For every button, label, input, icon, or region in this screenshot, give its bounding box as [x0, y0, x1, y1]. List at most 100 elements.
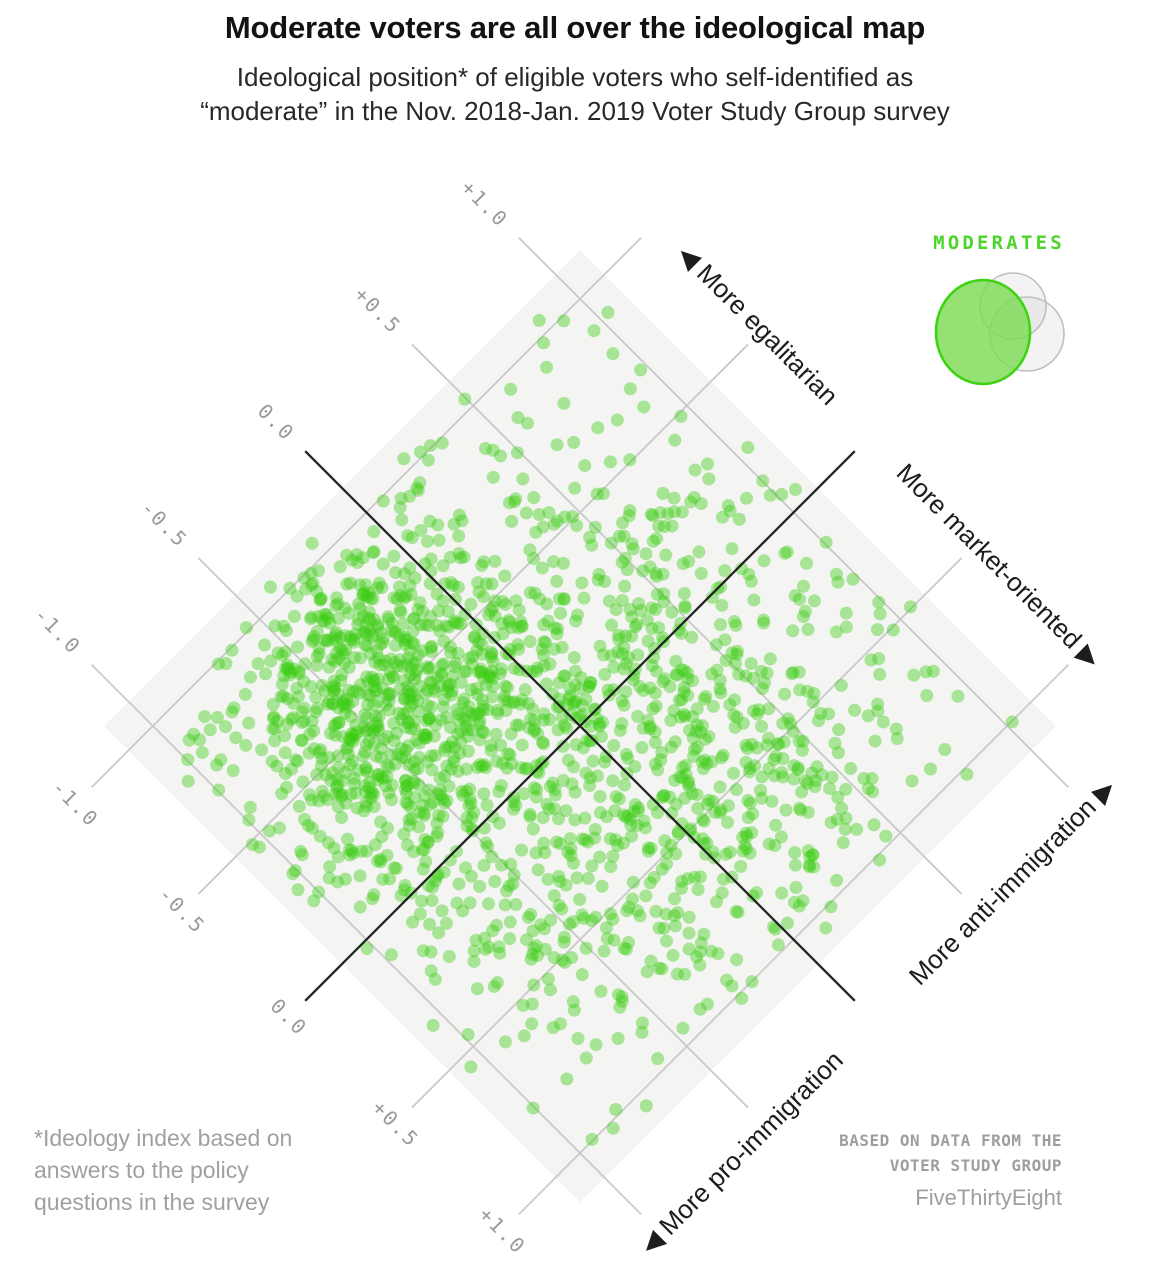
dot — [439, 619, 453, 633]
dot — [362, 605, 376, 619]
dot — [526, 702, 540, 716]
dot — [421, 683, 435, 697]
dot — [432, 808, 446, 822]
dot — [765, 794, 779, 808]
dot — [727, 708, 741, 722]
dot — [397, 692, 411, 706]
dot — [750, 741, 764, 755]
dot — [745, 975, 759, 989]
dot — [430, 829, 444, 843]
dot — [488, 609, 502, 623]
dot — [225, 643, 239, 657]
dot — [772, 737, 786, 751]
dot — [668, 773, 682, 787]
dot — [537, 713, 551, 727]
dot — [738, 838, 752, 852]
dot — [382, 703, 396, 717]
dot — [361, 675, 375, 689]
dot — [658, 672, 672, 686]
dot — [397, 617, 411, 631]
dot — [323, 616, 337, 630]
dot — [795, 743, 809, 757]
dot — [371, 694, 385, 708]
dot — [502, 615, 516, 629]
dot — [633, 909, 647, 923]
dot — [195, 746, 209, 760]
dot — [609, 833, 623, 847]
dot — [615, 555, 629, 569]
dot — [415, 843, 429, 857]
dot — [560, 1072, 574, 1086]
dot — [780, 545, 794, 559]
dot — [621, 751, 635, 765]
dot — [615, 647, 629, 661]
dot — [340, 577, 354, 591]
dot — [497, 693, 511, 707]
dot — [372, 672, 386, 686]
dot — [291, 640, 305, 654]
dot — [809, 774, 823, 788]
dot — [395, 513, 409, 527]
dot — [581, 835, 595, 849]
dot — [503, 932, 517, 946]
dot — [872, 595, 886, 609]
dot — [527, 724, 541, 738]
dot — [446, 669, 460, 683]
dot — [795, 785, 809, 799]
dot — [385, 778, 399, 792]
dot — [343, 630, 357, 644]
dot — [408, 672, 422, 686]
dot — [371, 773, 385, 787]
dot — [603, 832, 617, 846]
dot — [334, 790, 348, 804]
dot — [401, 838, 415, 852]
dot — [440, 759, 454, 773]
dot — [676, 557, 690, 571]
dot — [410, 663, 424, 677]
dot — [432, 533, 446, 547]
dot — [668, 735, 682, 749]
dot — [665, 806, 679, 820]
dot — [828, 736, 842, 750]
dot — [839, 620, 853, 634]
dot — [393, 653, 407, 667]
dot — [484, 645, 498, 659]
dot — [393, 603, 407, 617]
dot — [779, 803, 793, 817]
dot — [527, 941, 541, 955]
dot — [694, 497, 708, 511]
dot — [512, 603, 526, 617]
dot — [682, 910, 696, 924]
dot — [239, 738, 253, 752]
dot — [436, 559, 450, 573]
dot — [401, 739, 415, 753]
dot — [367, 680, 381, 694]
dot — [279, 661, 293, 675]
dot — [597, 944, 611, 958]
dot — [457, 711, 471, 725]
dot — [359, 738, 373, 752]
dot — [399, 589, 413, 603]
dot — [690, 718, 704, 732]
dot — [553, 875, 567, 889]
dot — [376, 872, 390, 886]
dot — [775, 886, 789, 900]
dot — [503, 915, 517, 929]
dot — [376, 771, 390, 785]
dot — [433, 783, 447, 797]
dot — [335, 810, 349, 824]
dot — [313, 593, 327, 607]
dot — [266, 711, 280, 725]
dot — [736, 844, 750, 858]
dot — [868, 734, 882, 748]
dot — [449, 656, 463, 670]
dot — [347, 632, 361, 646]
dot — [463, 782, 477, 796]
dot — [341, 741, 355, 755]
dot — [807, 860, 821, 874]
dot — [381, 821, 395, 835]
dot — [512, 663, 526, 677]
dot — [530, 661, 544, 675]
dot — [279, 624, 293, 638]
dot — [401, 651, 415, 665]
